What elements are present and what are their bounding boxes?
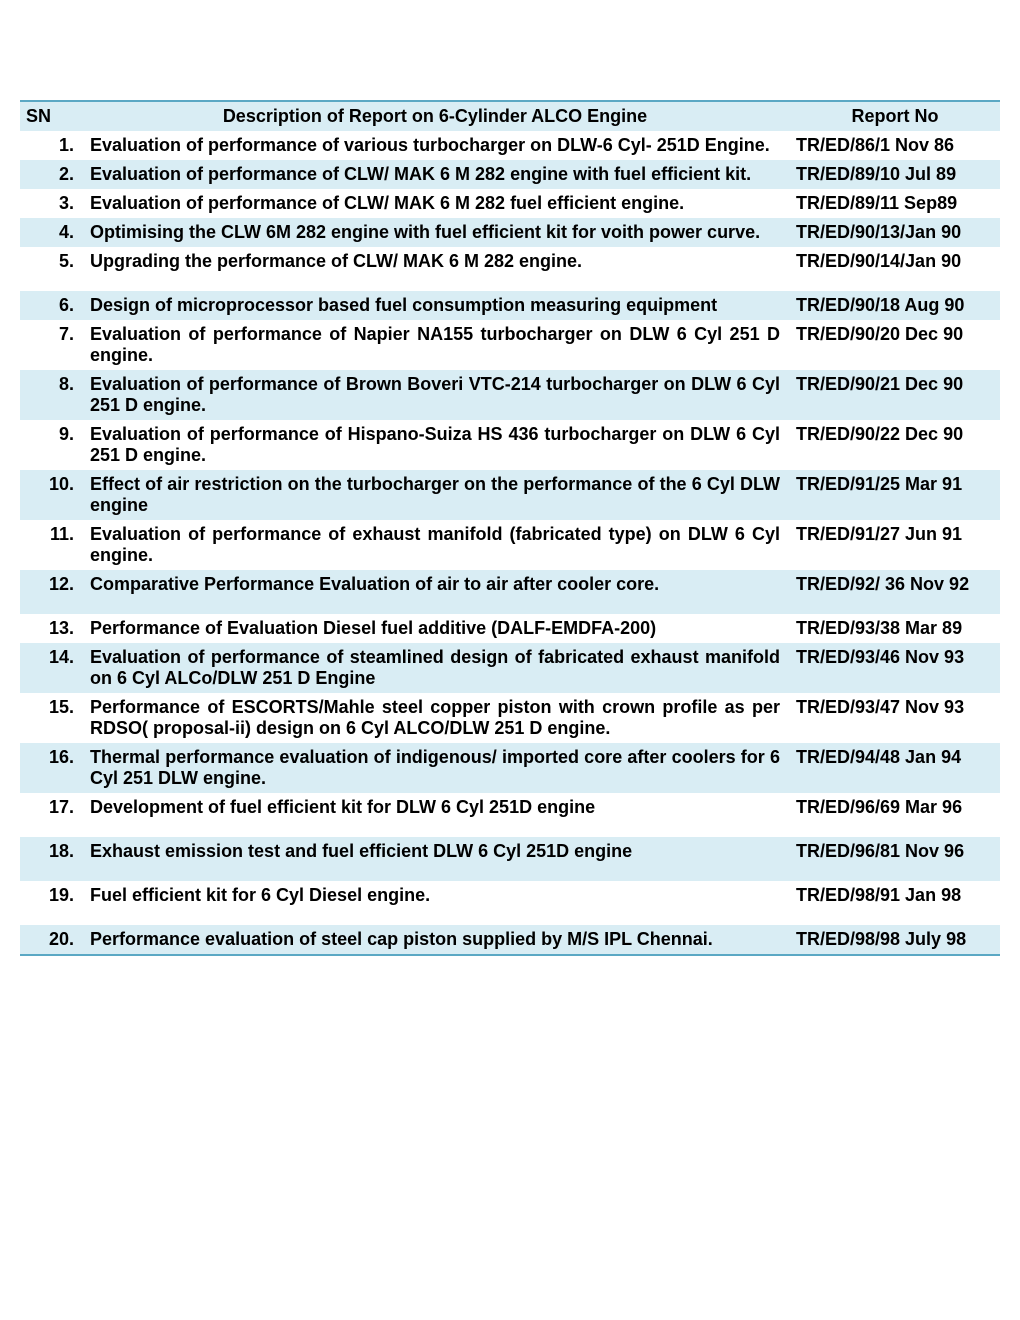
table-row: 9.Evaluation of performance of Hispano-S… — [20, 420, 1000, 470]
cell-report-no: TR/ED/90/20 Dec 90 — [790, 320, 1000, 349]
cell-sn: 18. — [20, 837, 80, 866]
cell-report-no: TR/ED/93/47 Nov 93 — [790, 693, 1000, 722]
table-row: 19.Fuel efficient kit for 6 Cyl Diesel e… — [20, 881, 1000, 925]
cell-sn: 10. — [20, 470, 80, 499]
table-row: 1.Evaluation of performance of various t… — [20, 131, 1000, 160]
table-row: 5. Upgrading the performance of CLW/ MAK… — [20, 247, 1000, 291]
cell-description: Development of fuel efficient kit for DL… — [80, 793, 790, 822]
cell-sn: 14. — [20, 643, 80, 672]
cell-description: Evaluation of performance of steamlined … — [80, 643, 790, 693]
table-body: 1.Evaluation of performance of various t… — [20, 131, 1000, 954]
header-sn: SN — [20, 102, 80, 131]
cell-description: Performance of Evaluation Diesel fuel ad… — [80, 614, 790, 643]
cell-sn: 2. — [20, 160, 80, 189]
cell-report-no: TR/ED/91/25 Mar 91 — [790, 470, 1000, 499]
cell-description: Evaluation of performance of various tur… — [80, 131, 790, 160]
cell-report-no: TR/ED/90/21 Dec 90 — [790, 370, 1000, 399]
cell-description: Design of microprocessor based fuel cons… — [80, 291, 790, 320]
cell-sn: 12. — [20, 570, 80, 599]
header-description: Description of Report on 6-Cylinder ALCO… — [80, 102, 790, 131]
cell-sn: 7. — [20, 320, 80, 349]
table-row: 11.Evaluation of performance of exhaust … — [20, 520, 1000, 570]
table-row: 14.Evaluation of performance of steamlin… — [20, 643, 1000, 693]
cell-description: Effect of air restriction on the turboch… — [80, 470, 790, 520]
cell-sn: 1. — [20, 131, 80, 160]
table-row: 7.Evaluation of performance of Napier NA… — [20, 320, 1000, 370]
table-header-row: SN Description of Report on 6-Cylinder A… — [20, 102, 1000, 131]
cell-description: Evaluation of performance of Brown Bover… — [80, 370, 790, 420]
cell-description: Fuel efficient kit for 6 Cyl Diesel engi… — [80, 881, 790, 910]
cell-description: Comparative Performance Evaluation of ai… — [80, 570, 790, 599]
cell-report-no: TR/ED/90/14/Jan 90 — [790, 247, 1000, 276]
cell-report-no: TR/ED/89/11 Sep89 — [790, 189, 1000, 218]
cell-description: Evaluation of performance of CLW/ MAK 6 … — [80, 160, 790, 189]
cell-sn: 5. — [20, 247, 80, 276]
cell-description: Performance of ESCORTS/Mahle steel coppe… — [80, 693, 790, 743]
cell-report-no: TR/ED/92/ 36 Nov 92 — [790, 570, 1000, 599]
cell-description: Evaluation of performance of CLW/ MAK 6 … — [80, 189, 790, 218]
cell-report-no: TR/ED/94/48 Jan 94 — [790, 743, 1000, 772]
cell-report-no: TR/ED/89/10 Jul 89 — [790, 160, 1000, 189]
header-report-no: Report No — [790, 102, 1000, 131]
cell-report-no: TR/ED/90/22 Dec 90 — [790, 420, 1000, 449]
cell-report-no: TR/ED/96/81 Nov 96 — [790, 837, 1000, 866]
cell-sn: 15. — [20, 693, 80, 722]
cell-sn: 8. — [20, 370, 80, 399]
cell-report-no: TR/ED/86/1 Nov 86 — [790, 131, 1000, 160]
cell-description: Evaluation of performance of Hispano-Sui… — [80, 420, 790, 470]
cell-sn: 17. — [20, 793, 80, 822]
cell-description: Performance evaluation of steel cap pist… — [80, 925, 790, 954]
cell-report-no: TR/ED/90/13/Jan 90 — [790, 218, 1000, 247]
cell-description: Optimising the CLW 6M 282 engine with fu… — [80, 218, 790, 247]
cell-report-no: TR/ED/96/69 Mar 96 — [790, 793, 1000, 822]
cell-description: Exhaust emission test and fuel efficient… — [80, 837, 790, 866]
cell-sn: 19. — [20, 881, 80, 910]
cell-report-no: TR/ED/90/18 Aug 90 — [790, 291, 1000, 320]
table-row: 18.Exhaust emission test and fuel effici… — [20, 837, 1000, 881]
table-row: 4.Optimising the CLW 6M 282 engine with … — [20, 218, 1000, 247]
cell-report-no: TR/ED/98/91 Jan 98 — [790, 881, 1000, 910]
table-row: 13.Performance of Evaluation Diesel fuel… — [20, 614, 1000, 643]
cell-sn: 9. — [20, 420, 80, 449]
cell-sn: 6. — [20, 291, 80, 320]
cell-report-no: TR/ED/91/27 Jun 91 — [790, 520, 1000, 549]
table-row: 2.Evaluation of performance of CLW/ MAK … — [20, 160, 1000, 189]
cell-report-no: TR/ED/93/46 Nov 93 — [790, 643, 1000, 672]
reports-table: SN Description of Report on 6-Cylinder A… — [20, 100, 1000, 956]
table-row: 8.Evaluation of performance of Brown Bov… — [20, 370, 1000, 420]
cell-description: Evaluation of performance of exhaust man… — [80, 520, 790, 570]
cell-description: Evaluation of performance of Napier NA15… — [80, 320, 790, 370]
cell-description: Upgrading the performance of CLW/ MAK 6 … — [80, 247, 790, 276]
cell-sn: 13. — [20, 614, 80, 643]
cell-sn: 20. — [20, 925, 80, 954]
table-row: 3.Evaluation of performance of CLW/ MAK … — [20, 189, 1000, 218]
table-row: 17.Development of fuel efficient kit for… — [20, 793, 1000, 837]
cell-sn: 16. — [20, 743, 80, 772]
table-row: 20.Performance evaluation of steel cap p… — [20, 925, 1000, 954]
cell-sn: 3. — [20, 189, 80, 218]
cell-report-no: TR/ED/98/98 July 98 — [790, 925, 1000, 954]
table-row: 16.Thermal performance evaluation of ind… — [20, 743, 1000, 793]
table-row: 6.Design of microprocessor based fuel co… — [20, 291, 1000, 320]
table-row: 12.Comparative Performance Evaluation of… — [20, 570, 1000, 614]
table-row: 10.Effect of air restriction on the turb… — [20, 470, 1000, 520]
cell-sn: 4. — [20, 218, 80, 247]
cell-report-no: TR/ED/93/38 Mar 89 — [790, 614, 1000, 643]
cell-description: Thermal performance evaluation of indige… — [80, 743, 790, 793]
table-row: 15. Performance of ESCORTS/Mahle steel c… — [20, 693, 1000, 743]
cell-sn: 11. — [20, 520, 80, 549]
